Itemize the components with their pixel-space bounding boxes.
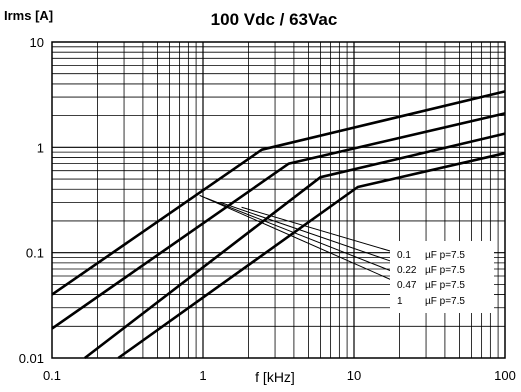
series-line	[117, 151, 506, 360]
y-tick-label: 0.1	[26, 246, 44, 261]
plot-border	[51, 41, 506, 359]
plot-frame	[51, 41, 506, 359]
x-axis-label: f [kHz]	[255, 369, 295, 385]
series-line	[51, 112, 506, 330]
legend-value: 1	[397, 296, 403, 307]
x-tick-label: 100	[494, 368, 516, 383]
legend-value: 0.1	[397, 250, 411, 261]
legend-unit: µF p=7.5	[425, 265, 465, 276]
legend-value: 0.47	[397, 280, 417, 291]
y-ticks: 0.01 0.1 1 10	[19, 35, 44, 366]
legend-unit: µF p=7.5	[425, 250, 465, 261]
legend-unit: µF p=7.5	[425, 280, 465, 291]
y-tick-label: 10	[30, 35, 44, 50]
legend: 0.1 µF p=7.5 0.22 µF p=7.5 0.47 µF p=7.5 1 µF p…	[390, 241, 494, 313]
series-line	[51, 90, 506, 296]
legend-unit: µF p=7.5	[425, 296, 465, 307]
series-lines	[51, 90, 506, 360]
y-tick-label: 1	[37, 140, 44, 155]
x-ticks: 0.1 1 10 100	[43, 368, 516, 383]
chart-title: 100 Vdc / 63Vac	[211, 10, 338, 29]
x-tick-label: 1	[199, 368, 206, 383]
y-tick-label: 0.01	[19, 351, 44, 366]
y-axis-label: Irms [A]	[4, 8, 53, 23]
x-tick-label: 0.1	[43, 368, 61, 383]
x-tick-label: 10	[347, 368, 361, 383]
legend-value: 0.22	[397, 265, 417, 276]
legend-box	[390, 241, 494, 313]
series-line	[84, 132, 506, 360]
